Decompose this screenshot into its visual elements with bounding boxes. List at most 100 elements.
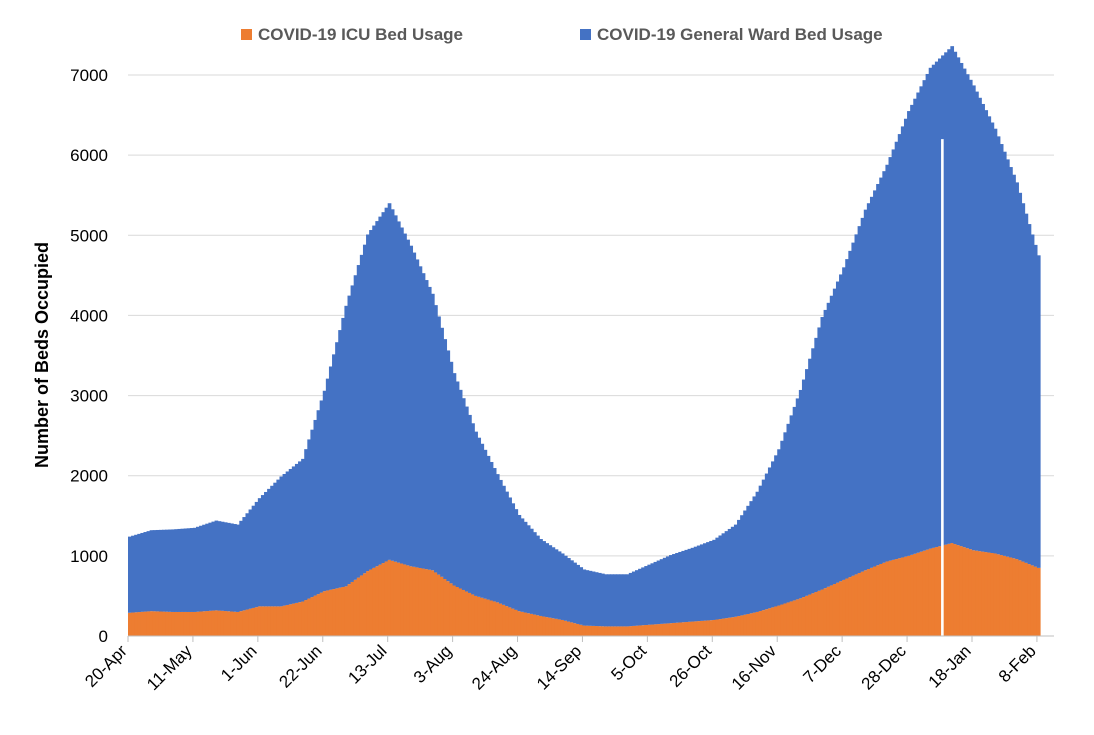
bar-icu bbox=[665, 623, 670, 636]
bar-icu bbox=[823, 588, 828, 636]
bar-ward bbox=[647, 564, 652, 625]
bar-icu bbox=[128, 612, 132, 636]
bar-icu bbox=[579, 624, 584, 636]
bar-ward bbox=[400, 227, 404, 564]
bar-icu bbox=[672, 622, 676, 636]
bar-icu bbox=[910, 554, 914, 636]
bar-ward bbox=[158, 529, 163, 612]
bar-ward bbox=[851, 242, 856, 576]
bar-ward bbox=[743, 510, 747, 615]
bar-icu bbox=[474, 595, 478, 636]
bar-ward bbox=[897, 134, 902, 559]
bar-icu bbox=[832, 584, 837, 636]
bar-ward bbox=[239, 520, 243, 612]
bar-icu bbox=[551, 618, 556, 636]
bar-icu bbox=[882, 562, 887, 636]
bar-icu bbox=[362, 573, 367, 636]
bar-ward bbox=[446, 350, 451, 582]
bar-ward bbox=[511, 503, 516, 609]
bar-icu bbox=[656, 624, 661, 636]
bar-icu bbox=[971, 550, 976, 636]
bar-ward bbox=[1002, 151, 1007, 556]
legend-label-ward: COVID-19 General Ward Bed Usage bbox=[597, 25, 883, 44]
bar-ward bbox=[916, 92, 921, 553]
bar-icu bbox=[446, 581, 451, 636]
bar-ward bbox=[443, 339, 448, 579]
bar-ward bbox=[347, 295, 352, 585]
bar-icu bbox=[808, 594, 812, 636]
bar-ward bbox=[594, 572, 599, 627]
bar-icu bbox=[696, 621, 701, 636]
bar-icu bbox=[412, 566, 417, 636]
bar-ward bbox=[706, 542, 710, 621]
bar-icu bbox=[604, 626, 608, 636]
bar-icu bbox=[162, 611, 166, 636]
bar-icu bbox=[576, 623, 580, 636]
bar-ward bbox=[359, 254, 364, 576]
bar-icu bbox=[869, 567, 874, 636]
bar-icu bbox=[860, 571, 865, 636]
bar-icu bbox=[934, 547, 939, 636]
bar-ward bbox=[514, 509, 519, 610]
bar-ward bbox=[746, 505, 750, 615]
bar-icu bbox=[879, 563, 883, 636]
bar-ward bbox=[316, 410, 321, 595]
bar-ward bbox=[301, 458, 305, 602]
x-tick-label: 7-Dec bbox=[799, 641, 845, 687]
bar-icu bbox=[468, 592, 472, 636]
bar-ward bbox=[845, 259, 849, 579]
bar-ward bbox=[962, 68, 967, 548]
bar-icu bbox=[1036, 567, 1041, 636]
bar-ward bbox=[149, 530, 154, 612]
bar-ward bbox=[461, 398, 466, 590]
bar-ward bbox=[638, 568, 642, 626]
bar-ward bbox=[715, 537, 720, 620]
bar-icu bbox=[486, 599, 491, 636]
bar-ward bbox=[789, 415, 794, 602]
bar-icu bbox=[158, 611, 163, 636]
bar-ward bbox=[1009, 167, 1013, 558]
bar-icu bbox=[387, 559, 392, 636]
bar-ward bbox=[675, 552, 679, 623]
bar-icu bbox=[384, 561, 389, 636]
bar-icu bbox=[140, 611, 145, 636]
bar-icu bbox=[706, 620, 710, 636]
legend-label-icu: COVID-19 ICU Bed Usage bbox=[258, 25, 463, 44]
bar-ward bbox=[492, 468, 497, 602]
bars bbox=[128, 46, 1041, 637]
bar-icu bbox=[585, 625, 590, 636]
bar-ward bbox=[335, 342, 339, 589]
bar-ward bbox=[573, 562, 577, 624]
bar-ward bbox=[291, 466, 296, 604]
bar-ward bbox=[1005, 159, 1010, 557]
bar-icu bbox=[1033, 566, 1038, 636]
bar-ward bbox=[622, 574, 627, 627]
bar-icu bbox=[400, 563, 404, 636]
bar-ward bbox=[767, 467, 772, 609]
bar-icu bbox=[616, 626, 621, 636]
bar-icu bbox=[276, 606, 281, 636]
bar-icu bbox=[916, 552, 921, 636]
bar-ward bbox=[548, 545, 553, 618]
bar-ward bbox=[372, 225, 376, 568]
bar-icu bbox=[319, 592, 324, 636]
bar-icu bbox=[369, 569, 373, 636]
bar-icu bbox=[792, 600, 797, 636]
bar-ward bbox=[341, 317, 346, 587]
bar-icu bbox=[712, 619, 716, 636]
bar-ward bbox=[304, 449, 308, 601]
bar-icu bbox=[471, 594, 475, 636]
bar-icu bbox=[517, 611, 522, 636]
bar-ward bbox=[758, 485, 763, 612]
bar-icu bbox=[900, 557, 905, 636]
bar-icu bbox=[279, 606, 284, 636]
bar-icu bbox=[257, 606, 262, 636]
bar-ward bbox=[162, 529, 166, 612]
bar-icu bbox=[434, 572, 438, 636]
bar-icu bbox=[539, 615, 543, 636]
bar-ward bbox=[403, 233, 407, 565]
bar-ward bbox=[177, 528, 182, 612]
bar-ward bbox=[288, 468, 293, 605]
bar-icu bbox=[313, 595, 318, 636]
bar-icu bbox=[876, 565, 880, 636]
